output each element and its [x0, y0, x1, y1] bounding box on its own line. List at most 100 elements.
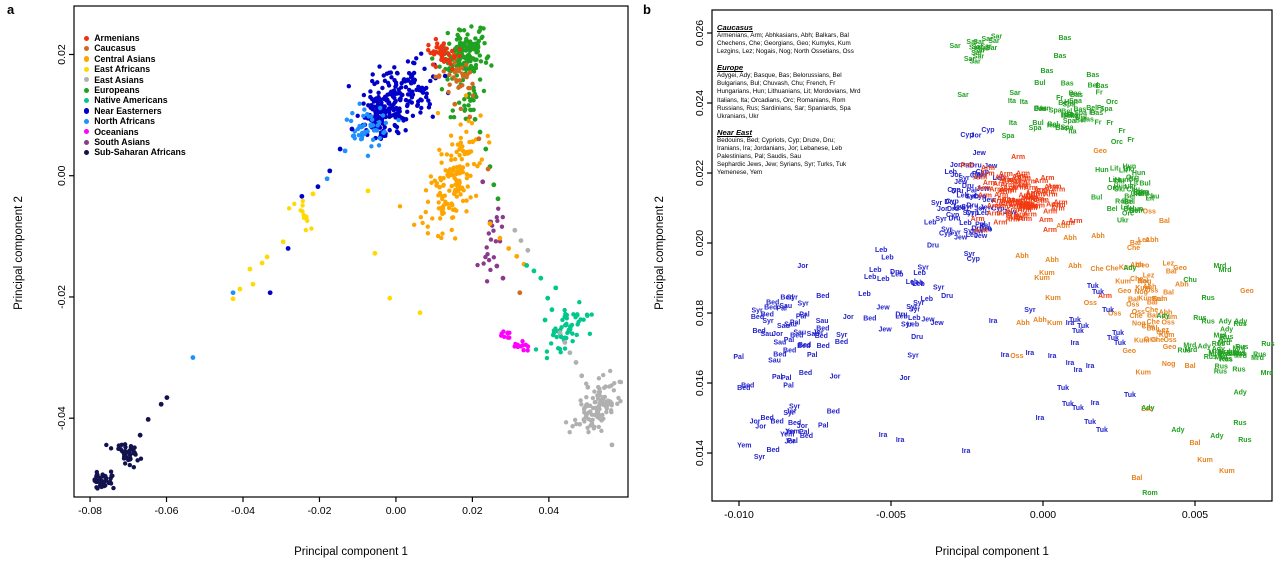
data-point: [404, 103, 410, 109]
population-label: Arm: [1008, 198, 1022, 205]
population-label: Rom: [1129, 208, 1145, 215]
data-point: [579, 373, 585, 379]
population-label: Arm: [1026, 204, 1040, 211]
population-label: Cyp: [970, 173, 983, 180]
legend-dot-icon: [84, 35, 90, 41]
population-label: Syr: [935, 216, 947, 223]
data-point: [464, 198, 469, 203]
data-point: [578, 398, 583, 403]
data-point: [434, 41, 440, 46]
data-point: [599, 397, 604, 402]
data-point: [469, 24, 474, 29]
population-label: Dru: [971, 225, 983, 232]
population-label: Lez: [1141, 406, 1153, 413]
data-point: [562, 346, 568, 351]
legend-dot-icon: [84, 139, 90, 145]
data-point: [380, 113, 386, 118]
population-label: Arm: [1018, 206, 1032, 213]
population-label: Ukr: [1114, 186, 1126, 193]
legend-dot-icon: [84, 45, 90, 52]
population-label: Lez: [1157, 327, 1169, 334]
data-point: [449, 157, 454, 163]
population-label: Ira: [1091, 400, 1100, 407]
population-label: Rus: [1219, 356, 1232, 363]
population-label: Jor: [971, 132, 982, 139]
population-label: Sar: [973, 54, 985, 61]
population-label: Pal: [733, 354, 744, 361]
data-point: [444, 152, 450, 157]
data-point: [431, 49, 436, 54]
population-label: Tuk: [1069, 317, 1081, 324]
population-label: Rus: [1234, 321, 1247, 328]
population-label: Ira: [1066, 360, 1075, 367]
data-point: [513, 341, 518, 347]
data-point: [135, 458, 140, 463]
legend-item: East Africans: [84, 64, 186, 74]
population-label: Rus: [1220, 334, 1233, 341]
legend-block-line: Iranians, Ira; Jordanians, Jor; Lebanese…: [717, 144, 842, 152]
population-label: Bal: [1131, 475, 1142, 482]
data-point: [471, 69, 477, 74]
population-label: Cyp: [946, 198, 959, 205]
population-label: Sar: [1009, 90, 1021, 97]
data-point: [489, 63, 494, 68]
data-point: [107, 479, 113, 484]
data-point: [419, 98, 424, 103]
population-label: Orc: [1107, 185, 1119, 192]
population-label: Arm: [1003, 185, 1017, 192]
legend-item-label: North Africans: [94, 116, 155, 127]
population-label: Pal: [972, 171, 983, 178]
population-label: Fr: [1096, 89, 1103, 96]
legend-item: Central Asians: [84, 54, 186, 64]
population-label: Arm: [997, 196, 1011, 203]
data-point: [455, 183, 461, 188]
data-point: [466, 59, 472, 64]
data-point: [447, 72, 452, 78]
data-point: [471, 47, 476, 52]
data-point: [501, 329, 506, 334]
data-point: [493, 239, 499, 244]
population-label: Tuk: [1077, 323, 1089, 330]
data-point: [403, 97, 409, 103]
data-point: [346, 83, 352, 89]
population-label: Bas: [1069, 91, 1082, 98]
data-point: [464, 209, 469, 214]
population-label: Sar: [982, 36, 994, 43]
population-label: Spa: [1062, 102, 1075, 109]
population-label: Rus: [1204, 354, 1217, 361]
population-label: Rus: [1233, 420, 1246, 427]
population-label: Dru: [970, 163, 982, 170]
population-label: Arm: [1098, 293, 1112, 300]
population-label: Arm: [998, 200, 1012, 207]
population-label: Leb: [907, 321, 919, 328]
population-label: Fr: [1097, 105, 1104, 112]
data-point: [542, 317, 548, 323]
legend-dot-icon: [84, 56, 90, 62]
population-label: Sau: [777, 323, 790, 330]
population-label: Bed: [766, 299, 779, 306]
data-point: [386, 83, 392, 88]
population-label: Spa: [1069, 98, 1082, 105]
data-point: [585, 425, 590, 430]
population-label: Arm: [1022, 203, 1036, 210]
population-label: Jor: [797, 423, 808, 430]
data-point: [467, 42, 472, 47]
panel-b-legend: Caucasus Armenians, Arm; Abhkasians, Abh;…: [717, 16, 913, 177]
population-label: Arm: [1017, 175, 1031, 182]
population-label: Geo: [1163, 344, 1177, 351]
population-label: Sar: [974, 47, 986, 54]
population-label: Kum: [1045, 295, 1061, 302]
legend-block-line: Yemenese, Yem: [717, 169, 763, 177]
data-point: [423, 94, 429, 100]
population-label: Abh: [1056, 223, 1070, 230]
population-label: Jew: [878, 327, 892, 334]
population-label: Rom: [1115, 198, 1131, 205]
population-label: Mrd: [1218, 349, 1231, 356]
legend-item: Europeans: [84, 85, 186, 95]
population-label: Rus: [1212, 341, 1225, 348]
legend-dot-icon: [84, 87, 90, 93]
data-point: [442, 73, 448, 79]
population-label: Arm: [1022, 203, 1036, 210]
data-point: [506, 246, 512, 251]
population-label: Mrd: [1209, 349, 1222, 356]
